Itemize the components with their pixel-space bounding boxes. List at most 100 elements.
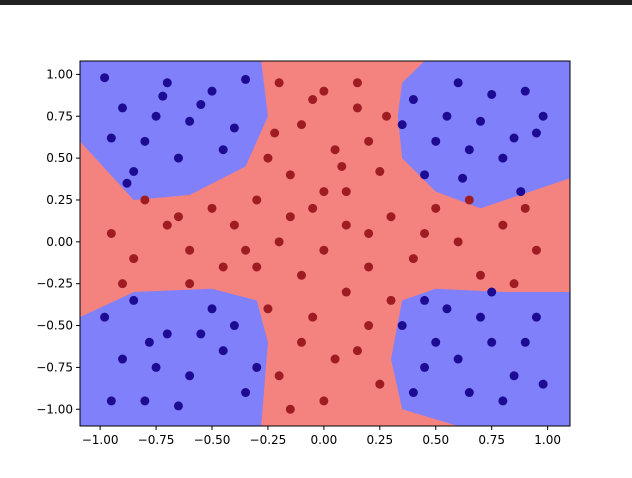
point [274, 237, 284, 247]
point [196, 329, 206, 339]
point [241, 245, 251, 255]
point [498, 153, 508, 163]
point [297, 120, 307, 130]
point [241, 74, 251, 84]
point [458, 173, 468, 183]
point [129, 254, 139, 264]
point [364, 321, 374, 331]
point [129, 167, 139, 177]
y-tick-label: 0.50 [46, 151, 73, 165]
point [520, 337, 530, 347]
point [263, 153, 273, 163]
point [151, 111, 161, 121]
point [185, 279, 195, 289]
point [341, 287, 351, 297]
point [420, 228, 430, 238]
point [218, 145, 228, 155]
point [531, 312, 541, 322]
point [386, 212, 396, 222]
point [151, 362, 161, 372]
point [100, 312, 110, 322]
point [538, 379, 548, 389]
point [218, 346, 228, 356]
point [516, 187, 526, 197]
point [140, 195, 150, 205]
point [308, 95, 318, 105]
point [140, 136, 150, 146]
point [229, 321, 239, 331]
point [173, 212, 183, 222]
point [308, 203, 318, 213]
x-tick-label: −0.25 [250, 433, 287, 447]
point [498, 396, 508, 406]
point [118, 279, 128, 289]
x-tick-label: −0.75 [138, 433, 175, 447]
point [364, 228, 374, 238]
point [297, 337, 307, 347]
point [364, 262, 374, 272]
y-tick-label: −0.75 [36, 360, 73, 374]
point [185, 116, 195, 126]
point [408, 388, 418, 398]
x-tick-label: 1.00 [534, 433, 561, 447]
point [531, 128, 541, 138]
point [442, 304, 452, 314]
point [420, 295, 430, 305]
point [330, 354, 340, 364]
point [408, 254, 418, 264]
point [397, 321, 407, 331]
y-tick-label: −0.50 [36, 319, 73, 333]
x-tick-label: 0.00 [311, 433, 338, 447]
point [122, 178, 132, 188]
x-tick-label: 0.75 [478, 433, 505, 447]
point [431, 337, 441, 347]
point [341, 220, 351, 230]
point [531, 245, 541, 255]
point [229, 123, 239, 133]
x-tick-label: −1.00 [82, 433, 119, 447]
point [162, 220, 172, 230]
point [520, 203, 530, 213]
point [352, 346, 362, 356]
point [375, 167, 385, 177]
y-tick-label: −0.25 [36, 277, 73, 291]
y-tick-label: 1.00 [46, 67, 73, 81]
point [442, 111, 452, 121]
point [158, 91, 168, 101]
point [252, 362, 262, 372]
point [185, 245, 195, 255]
point [106, 228, 116, 238]
point [285, 404, 295, 414]
point [162, 78, 172, 88]
point [420, 362, 430, 372]
point [285, 212, 295, 222]
point [241, 388, 251, 398]
point [382, 111, 392, 121]
point [487, 337, 497, 347]
x-tick-label: −0.50 [194, 433, 231, 447]
point [308, 312, 318, 322]
point [118, 354, 128, 364]
point [341, 187, 351, 197]
point [144, 337, 154, 347]
point [252, 262, 262, 272]
y-tick-label: 0.25 [46, 193, 73, 207]
decision-region [80, 288, 268, 426]
point [285, 170, 295, 180]
point [453, 78, 463, 88]
point [453, 354, 463, 364]
point [100, 73, 110, 83]
point [140, 396, 150, 406]
point [476, 270, 486, 280]
decision-region [397, 61, 570, 209]
point [453, 237, 463, 247]
y-tick-label: 0.75 [46, 109, 73, 123]
point [173, 401, 183, 411]
point [319, 86, 329, 96]
point [509, 133, 519, 143]
point [408, 95, 418, 105]
point [397, 120, 407, 130]
point [538, 111, 548, 121]
point [185, 371, 195, 381]
point [337, 161, 347, 171]
